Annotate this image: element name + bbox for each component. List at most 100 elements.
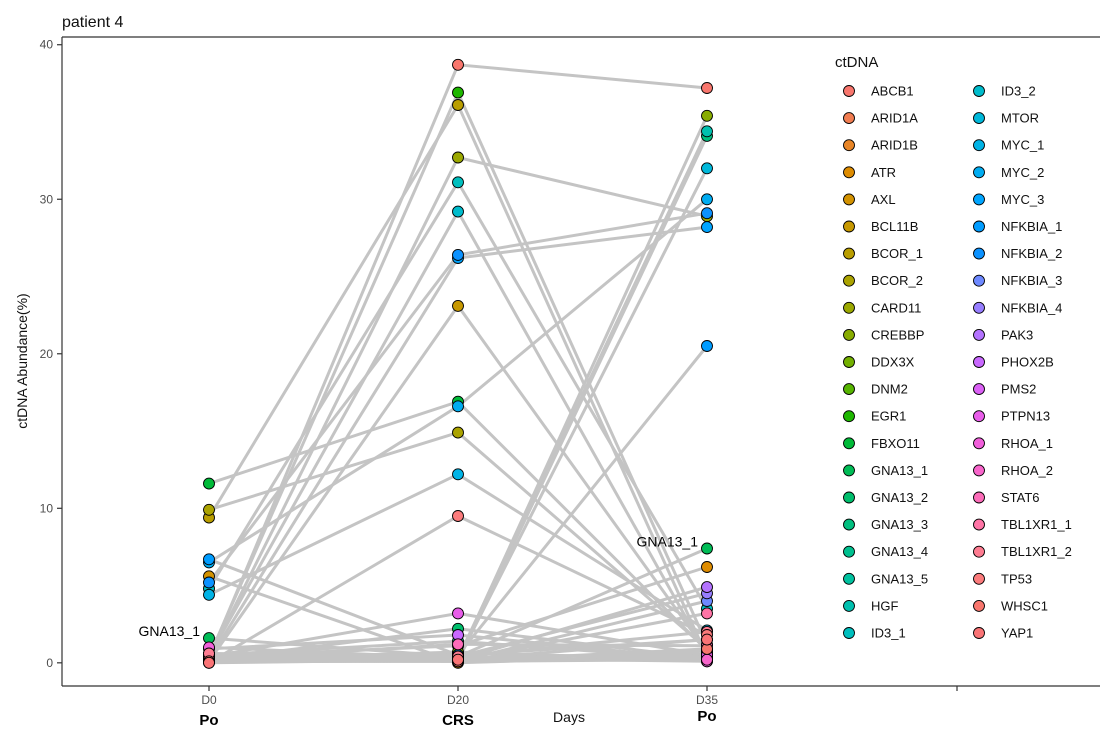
legend-key [843,193,855,206]
legend-entry-label: ARID1B [871,138,918,153]
legend-key [973,139,985,152]
annotations: GNA13_1 GNA13_1 [139,533,699,639]
legend-key [843,85,855,97]
legend-key [843,328,855,341]
point-crebbp-d35 [701,109,713,122]
legend-entry-label: GNA13_3 [871,517,928,532]
point-abcb1-d35 [701,82,713,94]
legend-key [973,545,985,558]
legend-key [973,85,985,97]
legend-key [973,274,985,287]
point-bcl11b-d20 [452,299,464,312]
legend-entry-label: FBXO11 [871,436,920,451]
legend-entry-label: HGF [871,598,899,613]
point-bcor-2-d0 [203,503,215,516]
y-tick-label: 20 [40,347,54,361]
legend-key [843,274,855,287]
legend-key [973,599,985,612]
legend-key [973,220,985,233]
legend-entry-label: YAP1 [1001,626,1033,641]
legend-key [973,437,985,450]
legend-entry-label: DDX3X [871,355,915,370]
point-atr-d35 [701,561,713,573]
point-ptpn13-d20 [452,607,464,620]
legend-entry-label: NFKBIA_1 [1001,219,1062,234]
point-nfkbia-1-d0 [203,553,215,566]
legend-entry-label: TP53 [1001,571,1032,586]
legend-entry-label: CREBBP [871,327,924,342]
chart-title: patient 4 [62,14,123,31]
legend-key [973,491,985,504]
legend-key [843,356,855,368]
legend-key [843,518,855,531]
point-abcb1-d20 [452,58,464,71]
point-yap1-d35 [701,633,713,646]
point-mtor-d35 [701,162,713,175]
annotation-label: GNA13_1 [637,533,699,549]
y-axis-ticks: 0 10 20 30 40 [40,38,62,670]
point-tp53-d20 [452,510,464,522]
legend-key [973,247,985,260]
legend-key [973,410,985,423]
legend-entry-label: NFKBIA_3 [1001,273,1062,288]
legend-key [843,545,855,558]
legend-entry-label: DNM2 [871,382,908,397]
point-myc-2-d35 [701,193,713,206]
point-card11-d20 [452,151,464,164]
point-gna13-1-d35 [701,542,713,555]
point-hgf-d35 [701,125,713,138]
point-id3-2-d20 [452,205,464,218]
legend-entry-label: TBL1XR1_1 [1001,517,1072,532]
legend-key [973,193,985,206]
legend-key [973,383,985,396]
legend-entry-label: PMS2 [1001,382,1036,397]
legend-entry-label: PHOX2B [1001,355,1054,370]
phase-label: Po [697,708,716,725]
x-tick-label: D35 [696,693,718,707]
legend-key [843,491,855,504]
legend-entry-label: RHOA_1 [1001,436,1053,451]
legend-key [973,328,985,341]
legend-entry-label: GNA13_2 [871,490,928,505]
legend-entry-label: ABCB1 [871,84,914,99]
legend-key [973,518,985,531]
legend-entry-label: AXL [871,192,896,207]
legend-title: ctDNA [835,54,878,71]
point-bcor-2-d20 [452,426,464,439]
legend-entry-label: PAK3 [1001,327,1033,342]
legend-entry-label: ATR [871,165,896,180]
legend-key [843,572,855,585]
legend-entry-label: GNA13_4 [871,544,928,559]
legend-entry-label: PTPN13 [1001,409,1050,424]
point-stat6-d20 [452,638,464,651]
legend-entry-label: MTOR [1001,111,1039,126]
point-myc-2-d20 [452,400,464,413]
point-myc-3-d35 [701,221,713,234]
annotation-label: GNA13_1 [139,623,201,639]
legend-key [973,301,985,314]
legend-key [973,572,985,585]
legend-entry-label: MYC_2 [1001,165,1044,180]
x-tick-label: D20 [447,693,469,707]
legend-key [843,437,855,450]
point-tbl1xr1-1-d35 [701,607,713,620]
legend-entry-label: MYC_3 [1001,192,1044,207]
legend-entry-label: MYC_1 [1001,138,1044,153]
legend-key [843,139,855,152]
y-tick-label: 40 [40,38,54,52]
legend-entry-label: STAT6 [1001,490,1040,505]
legend-entry-label: NFKBIA_2 [1001,246,1062,261]
phase-label: CRS [442,712,474,729]
legend-key [843,166,855,179]
legend-entry-label: RHOA_2 [1001,463,1053,478]
legend-key [843,627,855,639]
point-fbxo11-d0 [203,477,215,490]
point-yap1-d20 [452,653,464,666]
legend-entry-label: BCL11B [871,219,918,234]
legend-entry-label: ARID1A [871,111,918,126]
point-myc-1-d0 [203,588,215,601]
legend-key [843,301,855,314]
point-bcor-1-d20 [452,99,464,111]
legend-entry-label: NFKBIA_4 [1001,300,1062,315]
